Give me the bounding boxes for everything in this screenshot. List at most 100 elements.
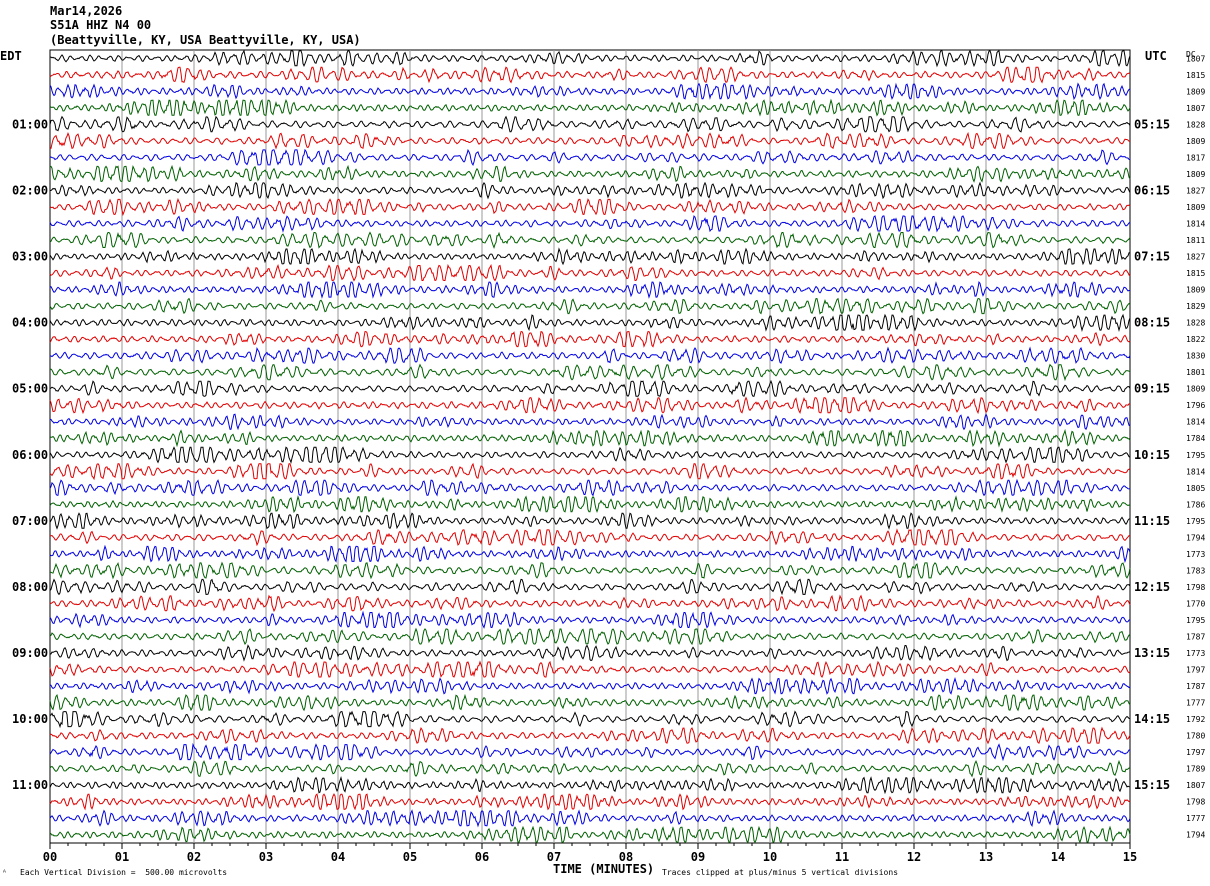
- x-tick-label: 00: [43, 850, 57, 864]
- right-hour-label: 06:15: [1134, 183, 1170, 197]
- trace-line: [49, 148, 1131, 167]
- dc-offset-label: 1794: [1186, 533, 1205, 542]
- trace-line: [49, 446, 1131, 464]
- dc-offset-label: 1794: [1186, 831, 1205, 840]
- dc-offset-label: 1780: [1186, 732, 1205, 741]
- left-hour-label: 07:00: [12, 514, 48, 528]
- left-hour-label: 01:00: [12, 117, 48, 131]
- x-tick-label: 02: [187, 850, 201, 864]
- dc-offset-label: 1798: [1186, 798, 1205, 807]
- x-tick-label: 10: [763, 850, 777, 864]
- trace-line: [49, 693, 1131, 712]
- trace-line: [49, 413, 1131, 431]
- trace-line: [49, 677, 1131, 695]
- trace-line: [49, 363, 1131, 382]
- corner-mark: ᴬ: [2, 868, 7, 877]
- trace-line: [49, 776, 1131, 795]
- trace-line: [49, 544, 1131, 564]
- dc-offset-label: 1814: [1186, 418, 1205, 427]
- dc-offset-label: 1814: [1186, 219, 1205, 228]
- trace-line: [50, 346, 1131, 364]
- right-hour-label: 08:15: [1134, 316, 1170, 330]
- left-hour-label: 03:00: [12, 250, 48, 264]
- right-hour-label: 15:15: [1134, 778, 1170, 792]
- scale-note: Each Vertical Division = 500.00 microvol…: [20, 868, 228, 877]
- trace-line: [49, 297, 1131, 315]
- dc-offset-label: 1797: [1186, 748, 1205, 757]
- trace-line: [49, 131, 1131, 150]
- trace-line: [49, 428, 1131, 448]
- trace-line: [49, 528, 1131, 547]
- dc-offset-label: 1809: [1186, 87, 1205, 96]
- dc-offset-label: 1777: [1186, 699, 1205, 708]
- dc-offset-label: 1811: [1186, 236, 1205, 245]
- trace-line: [49, 164, 1131, 183]
- trace-line: [50, 561, 1131, 580]
- trace-line: [49, 215, 1131, 233]
- left-hour-label: 02:00: [12, 183, 48, 197]
- dc-offset-label: 1795: [1186, 451, 1205, 460]
- trace-line: [49, 627, 1131, 646]
- station-label: S51A HHZ N4 00: [50, 18, 152, 32]
- dc-offset-label: 1795: [1186, 616, 1205, 625]
- trace-line: [49, 726, 1131, 745]
- trace-line: [49, 660, 1131, 678]
- dc-offset-label: 1786: [1186, 500, 1205, 509]
- dc-offset-label: 1829: [1186, 302, 1205, 311]
- dc-offset-label: 1777: [1186, 814, 1205, 823]
- x-tick-label: 11: [835, 850, 849, 864]
- x-tick-label: 04: [331, 850, 345, 864]
- plot-frame: [49, 49, 1131, 844]
- left-hour-label: 09:00: [12, 646, 48, 660]
- trace-line: [49, 462, 1131, 481]
- trace-line: [49, 825, 1131, 844]
- trace-line: [49, 742, 1130, 762]
- dc-offset-label: 1770: [1186, 599, 1205, 608]
- left-hour-label: 10:00: [12, 712, 48, 726]
- trace-line: [49, 809, 1131, 828]
- dc-offset-label: 1815: [1186, 71, 1205, 80]
- right-hour-label: 09:15: [1134, 382, 1170, 396]
- trace-line: [49, 594, 1131, 613]
- dc-offset-label: 1795: [1186, 517, 1205, 526]
- trace-line: [49, 644, 1131, 662]
- dc-offset-label: 1828: [1186, 319, 1205, 328]
- trace-line: [49, 330, 1131, 348]
- right-hour-label: 14:15: [1134, 712, 1170, 726]
- dc-offset-label: 1798: [1186, 583, 1205, 592]
- dc-offset-label: 1797: [1186, 666, 1205, 675]
- x-tick-label: 13: [979, 850, 993, 864]
- x-axis-label: TIME (MINUTES): [553, 862, 655, 876]
- right-hour-label: 11:15: [1134, 514, 1170, 528]
- trace-line: [49, 578, 1131, 596]
- right-timezone: UTC: [1145, 49, 1167, 63]
- dc-offset-label: 1783: [1186, 566, 1205, 575]
- trace-line: [49, 263, 1131, 282]
- x-tick-label: 05: [403, 850, 417, 864]
- right-hour-label: 05:15: [1134, 117, 1170, 131]
- x-tick-label: 07: [547, 850, 561, 864]
- trace-line: [49, 66, 1131, 84]
- dc-offset-label: 1787: [1186, 632, 1205, 641]
- x-tick-label: 06: [475, 850, 489, 864]
- trace-line: [49, 379, 1131, 397]
- trace-line: [49, 231, 1131, 249]
- trace-line: [49, 494, 1131, 514]
- dc-offset-label: 1805: [1186, 484, 1205, 493]
- dc-offset-label: 1822: [1186, 335, 1205, 344]
- left-hour-label: 05:00: [12, 382, 48, 396]
- right-hour-label: 13:15: [1134, 646, 1170, 660]
- x-tick-label: 08: [619, 850, 633, 864]
- trace-line: [49, 98, 1131, 117]
- left-timezone: EDT: [0, 49, 22, 63]
- dc-offset-label: 1807: [1186, 781, 1205, 790]
- dc-offset-label: 1784: [1186, 434, 1205, 443]
- dc-offset-label: 1807: [1186, 54, 1205, 63]
- trace-line: [49, 396, 1131, 415]
- x-tick-label: 15: [1123, 850, 1137, 864]
- dc-offset-label: 1792: [1186, 715, 1205, 724]
- dc-offset-label: 1814: [1186, 467, 1205, 476]
- dc-header: DC: [1186, 50, 1196, 59]
- dc-offset-label: 1773: [1186, 649, 1205, 658]
